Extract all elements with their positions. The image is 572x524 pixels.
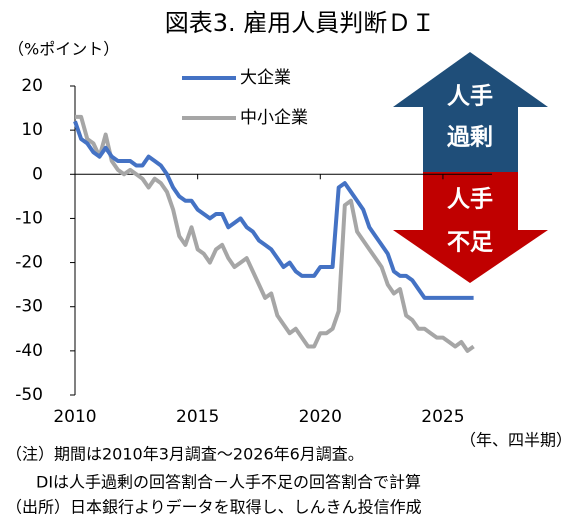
arrow-up: [393, 52, 548, 172]
arrow-up-label: 人手: [447, 84, 493, 110]
y-tick-label: 10: [21, 120, 43, 140]
note: （注）期間は2010年3月調査～2026年6月調査。: [6, 445, 364, 464]
y-tick-label: -30: [15, 297, 43, 317]
arrow-down-label: 不足: [447, 230, 493, 256]
y-tick-label: -10: [15, 208, 43, 228]
y-tick-label: 20: [21, 76, 43, 96]
arrow-down-label: 人手: [447, 187, 493, 213]
note: （出所）日本銀行よりデータを取得し、しんきん投信作成: [6, 498, 422, 517]
series-line: [75, 114, 475, 353]
arrow-up-label: 過剰: [447, 124, 493, 151]
y-tick-label: -40: [15, 341, 43, 361]
arrow-down: [393, 172, 548, 283]
y-axis-label: （%ポイント）: [8, 40, 119, 59]
x-tick-label: 2020: [299, 407, 342, 427]
note: DIは人手過剰の回答割合－人手不足の回答割合で計算: [36, 473, 421, 492]
chart-title: 図表3. 雇用人員判断ＤＩ: [165, 9, 436, 37]
legend-label: 大企業: [240, 68, 291, 88]
y-tick-label: 0: [32, 164, 43, 184]
y-tick-label: -20: [15, 253, 43, 273]
series-line: [73, 120, 474, 300]
y-tick-label: -50: [15, 385, 43, 405]
x-tick-label: 2025: [421, 407, 464, 427]
x-axis-label: （年、四半期）: [460, 431, 572, 450]
x-tick-label: 2015: [176, 407, 219, 427]
x-tick-label: 2010: [53, 407, 96, 427]
legend-label: 中小企業: [240, 108, 308, 128]
